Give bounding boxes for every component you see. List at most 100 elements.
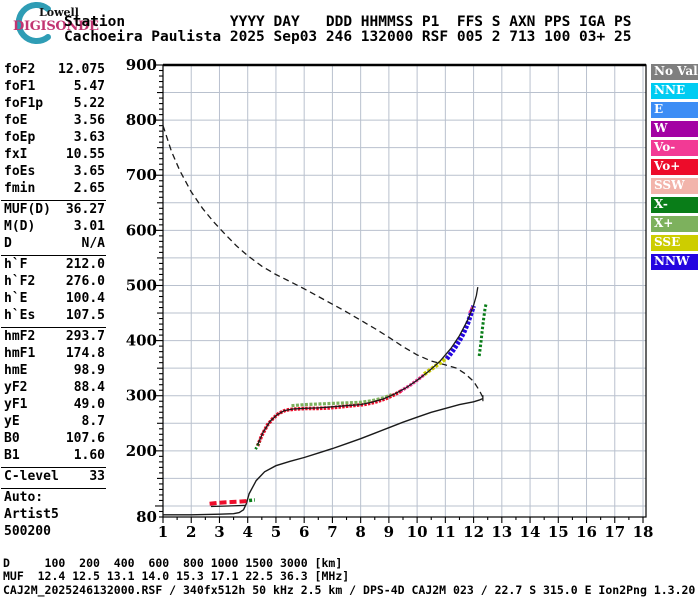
header-field-names: Station YYYY DAY DDD HHMMSS P1 FFS S AXN… — [64, 14, 632, 30]
y-axis-label-80: 80 — [136, 508, 157, 526]
param-value: 5.22 — [73, 96, 105, 111]
x-axis-label-7: 7 — [327, 523, 337, 541]
legend-item-vo+: Vo+ — [651, 159, 698, 175]
param-label: h`E — [4, 291, 28, 306]
param-value: 88.4 — [73, 380, 105, 395]
param-label: fxI — [4, 147, 28, 162]
series-fitted-virtual-trace — [257, 286, 479, 446]
distance-scale-row: D 100 200 400 600 800 1000 1500 3000 [km… — [3, 556, 343, 570]
param-value: 293.7 — [65, 329, 105, 344]
header-field-values: Cachoeira Paulista 2025 Sep03 246 132000… — [64, 29, 632, 45]
y-axis-label-600: 600 — [126, 221, 157, 239]
doppler-direction-legend: No Val NNE E W Vo- Vo+ SSW X- X+ SSE NNW — [651, 64, 698, 270]
param-row-mufd: MUF(D) 36.27 — [0, 202, 107, 219]
scaled-parameters-panel: foF2 12.075 foF1 5.47 foF1p 5.22 foE 3.56 foEp 3.… — [0, 60, 107, 541]
y-axis-label-800: 800 — [126, 111, 157, 129]
param-row-foep: foEp 3.63 — [0, 130, 107, 147]
param-label: yF1 — [4, 397, 28, 412]
param-value: 276.0 — [65, 274, 105, 289]
param-divider — [1, 255, 106, 256]
x-axis-label-9: 9 — [384, 523, 394, 541]
param-label: yE — [4, 414, 20, 429]
x-axis-label-13: 13 — [491, 523, 512, 541]
param-value: N/A — [81, 236, 105, 251]
x-axis-label-17: 17 — [604, 523, 625, 541]
legend-item-ssw: SSW — [651, 178, 698, 194]
param-value: 107.5 — [65, 308, 105, 323]
param-value: 3.56 — [73, 113, 105, 128]
param-value: 8.7 — [81, 414, 105, 429]
y-axis-label-700: 700 — [126, 166, 157, 184]
param-row-hf: h`F 212.0 — [0, 257, 107, 274]
param-value: 3.65 — [73, 164, 105, 179]
param-row-fmin: fmin 2.65 — [0, 181, 107, 198]
param-label: B1 — [4, 448, 20, 463]
param-value: 12.075 — [58, 62, 105, 77]
param-row-he: h`E 100.4 — [0, 291, 107, 308]
param-label: hmF2 — [4, 329, 36, 344]
param-row-fof2: foF2 12.075 — [0, 62, 107, 79]
param-label: foF2 — [4, 62, 36, 77]
series-f-trace-x-plateau — [291, 393, 393, 408]
series-true-height-profile — [163, 397, 484, 516]
param-row-foe: foE 3.56 — [0, 113, 107, 130]
param-divider — [1, 488, 106, 489]
param-row-md: M(D) 3.01 — [0, 219, 107, 236]
legend-item-noval: No Val — [651, 64, 698, 80]
legend-item-vo-: Vo- — [651, 140, 698, 156]
param-row-b0: B0 107.6 — [0, 431, 107, 448]
param-value: 2.65 — [73, 181, 105, 196]
param-row-artist5: Artist5 — [0, 507, 107, 524]
legend-item-sse: SSE — [651, 235, 698, 251]
legend-item-nnw: NNW — [651, 254, 698, 270]
param-value: 3.63 — [73, 130, 105, 145]
series-muf-transmission-curve — [162, 125, 484, 398]
x-axis-label-8: 8 — [355, 523, 365, 541]
param-row-hes: h`Es 107.5 — [0, 308, 107, 325]
param-label: h`Es — [4, 308, 36, 323]
param-divider — [1, 200, 106, 201]
legend-item-x+: X+ — [651, 216, 698, 232]
param-value: 98.9 — [73, 363, 105, 378]
series-es-baseline — [210, 504, 245, 508]
param-label: M(D) — [4, 219, 36, 234]
param-row-yf2: yF2 88.4 — [0, 380, 107, 397]
param-label: h`F — [4, 257, 28, 272]
series-es-trace-o — [209, 499, 248, 506]
x-axis-label-5: 5 — [271, 523, 281, 541]
param-label: hmE — [4, 363, 28, 378]
logo-lowell-text: Lowell — [39, 6, 79, 19]
param-value: 3.01 — [73, 219, 105, 234]
x-axis-label-6: 6 — [299, 523, 309, 541]
param-row-500200: 500200 — [0, 524, 107, 541]
series-f-trace-nnw — [444, 305, 476, 361]
param-label: B0 — [4, 431, 20, 446]
legend-item-nne: NNE — [651, 83, 698, 99]
param-divider — [1, 327, 106, 328]
param-label: foE — [4, 113, 28, 128]
x-axis-label-15: 15 — [548, 523, 569, 541]
param-value: 174.8 — [65, 346, 105, 361]
param-row-hme: hmE 98.9 — [0, 363, 107, 380]
x-axis-label-4: 4 — [242, 523, 252, 541]
legend-item-x-: X- — [651, 197, 698, 213]
digisonde-crescent-icon — [15, 2, 51, 44]
param-row-ye: yE 8.7 — [0, 414, 107, 431]
status-line: CAJ2M_2025246132000.RSF / 340fx512h 50 k… — [3, 583, 696, 597]
param-row-auto: Auto: — [0, 490, 107, 507]
param-label: foF1p — [4, 96, 44, 111]
muf-scale-row: MUF 12.4 12.5 13.1 14.0 15.3 17.1 22.5 3… — [3, 569, 350, 583]
param-value: 5.47 — [73, 79, 105, 94]
lowell-digisonde-logo: Lowell DIGISONDE — [2, 0, 122, 46]
param-value: 10.55 — [65, 147, 105, 162]
series-f-trace-o-main — [255, 389, 403, 447]
param-divider — [1, 467, 106, 468]
plot-border — [162, 64, 647, 518]
legend-item-e: E — [651, 102, 698, 118]
y-axis-label-900: 900 — [126, 56, 157, 74]
series-f-trace-x-start — [254, 440, 261, 450]
param-label: Artist5 — [4, 507, 59, 522]
y-axis-label-500: 500 — [126, 276, 157, 294]
param-label: Auto: — [4, 490, 44, 505]
